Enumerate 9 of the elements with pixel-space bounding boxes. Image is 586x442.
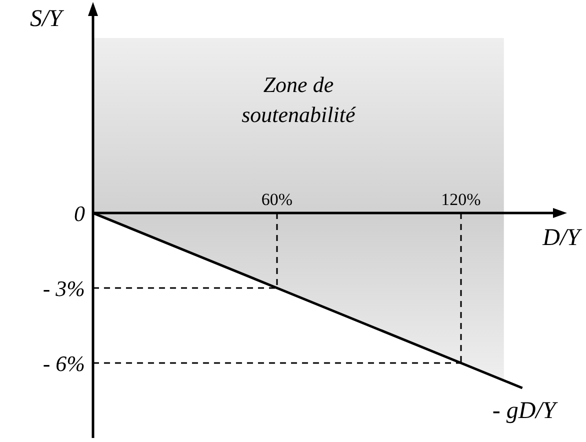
series-label: - gD/Y <box>492 398 556 425</box>
y-axis-title: S/Y <box>30 6 62 33</box>
band-label: Zone de soutenabilité <box>240 71 357 129</box>
x-tick-label: 120% <box>441 190 481 209</box>
x-tick-label: 60% <box>261 190 293 209</box>
y-tick-label: - 6% <box>42 350 85 376</box>
y-tick-label: - 3% <box>42 276 85 301</box>
y-tick-label: 0 <box>74 200 85 226</box>
x-axis-title: D/Y <box>542 225 580 252</box>
